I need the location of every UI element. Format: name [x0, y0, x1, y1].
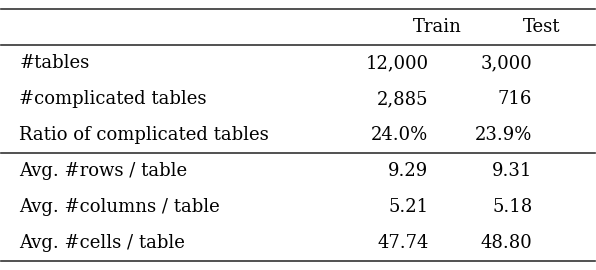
Text: 2,885: 2,885 [377, 90, 429, 108]
Text: 716: 716 [498, 90, 532, 108]
Text: Ratio of complicated tables: Ratio of complicated tables [19, 126, 269, 144]
Text: 24.0%: 24.0% [371, 126, 429, 144]
Text: Train: Train [413, 18, 462, 36]
Text: 12,000: 12,000 [365, 54, 429, 72]
Text: 5.21: 5.21 [389, 198, 429, 216]
Text: 23.9%: 23.9% [475, 126, 532, 144]
Text: 5.18: 5.18 [492, 198, 532, 216]
Text: 9.29: 9.29 [388, 162, 429, 180]
Text: 48.80: 48.80 [480, 234, 532, 252]
Text: Avg. #columns / table: Avg. #columns / table [19, 198, 220, 216]
Text: 3,000: 3,000 [480, 54, 532, 72]
Text: Avg. #rows / table: Avg. #rows / table [19, 162, 187, 180]
Text: 9.31: 9.31 [492, 162, 532, 180]
Text: #tables: #tables [19, 54, 89, 72]
Text: 47.74: 47.74 [377, 234, 429, 252]
Text: #complicated tables: #complicated tables [19, 90, 207, 108]
Text: Test: Test [523, 18, 560, 36]
Text: Avg. #cells / table: Avg. #cells / table [19, 234, 185, 252]
